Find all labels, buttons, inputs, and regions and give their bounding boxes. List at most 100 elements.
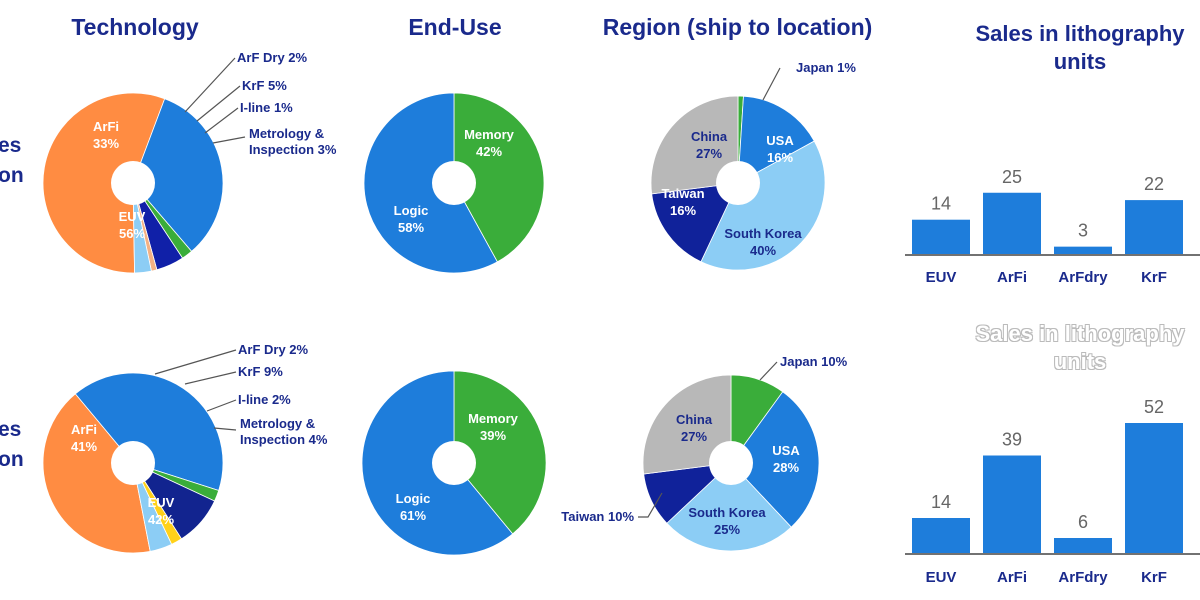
pct-euv: 42% bbox=[148, 512, 174, 527]
sales-title-top: Sales in lithography units bbox=[955, 20, 1200, 76]
pie-tech-top: EUV 56% ArFi 33% ArF Dry 2% KrF 5% I-line 1% Me… bbox=[42, 50, 337, 274]
value-arfdry: 6 bbox=[1078, 512, 1088, 532]
leader-japan bbox=[762, 67, 781, 101]
sales-title-top-line1: Sales in lithography bbox=[975, 21, 1185, 46]
tick-arfdry: ArFdry bbox=[1058, 569, 1108, 586]
tick-krf: KrF bbox=[1141, 569, 1167, 586]
pct-arfi: 41% bbox=[71, 439, 97, 454]
value-krf: 52 bbox=[1144, 397, 1164, 417]
slice-south-korea bbox=[666, 462, 792, 552]
callout-metrology: Metrology & Inspection 3% bbox=[249, 126, 337, 157]
label-euv: EUV bbox=[148, 495, 175, 510]
slice-memory bbox=[453, 92, 545, 263]
callout-i-line: I-line 2% bbox=[238, 392, 291, 407]
slice-south-korea bbox=[700, 140, 826, 271]
region-title: Region (ship to location) bbox=[602, 14, 873, 40]
tick-euv: EUV bbox=[926, 269, 957, 286]
slice-china bbox=[642, 374, 732, 475]
label-memory: Memory bbox=[464, 127, 515, 142]
pct-memory: 42% bbox=[476, 144, 502, 159]
pie-enduse-bottom: Memory 39% Logic 61% bbox=[361, 370, 547, 556]
callout-krf: KrF 9% bbox=[238, 364, 283, 379]
bar-krf bbox=[1125, 423, 1183, 553]
tick-arfi: ArFi bbox=[997, 269, 1027, 286]
sales-title-bottom-line1: Sales in lithography bbox=[975, 321, 1185, 346]
slice-usa bbox=[737, 95, 815, 184]
value-arfdry: 3 bbox=[1078, 221, 1088, 241]
donut-hole bbox=[709, 441, 753, 485]
pie-region-bottom: Japan 10% USA 28% South Korea 25% Taiwan 10% C… bbox=[561, 354, 848, 552]
sales-title-bottom: Sales in lithography units bbox=[955, 320, 1200, 376]
tick-arfdry: ArFdry bbox=[1058, 269, 1108, 286]
row-label-bottom-line2: on bbox=[0, 448, 24, 471]
bar-arfdry bbox=[1054, 246, 1112, 254]
callout-arf-dry: ArF Dry 2% bbox=[237, 50, 308, 65]
donut-hole bbox=[432, 161, 476, 205]
value-arfi: 39 bbox=[1002, 430, 1022, 450]
bar-arfi bbox=[983, 455, 1041, 553]
row-label-bottom-line1: es bbox=[0, 418, 22, 441]
pct-south-korea: 40% bbox=[750, 243, 776, 258]
callout-i-line: I-line 1% bbox=[240, 100, 293, 115]
callout-japan: Japan 10% bbox=[780, 354, 848, 369]
end-use-title: End-Use bbox=[408, 14, 502, 40]
pct-logic: 61% bbox=[400, 508, 426, 523]
value-krf: 22 bbox=[1144, 174, 1164, 194]
tick-euv: EUV bbox=[926, 569, 957, 586]
pct-china: 27% bbox=[696, 146, 722, 161]
callout-arf-dry: ArF Dry 2% bbox=[238, 342, 309, 357]
pct-usa: 28% bbox=[773, 460, 799, 475]
pct-euv: 56% bbox=[119, 226, 145, 241]
label-south-korea: South Korea bbox=[688, 505, 766, 520]
callout-japan: Japan 1% bbox=[796, 60, 856, 75]
label-taiwan: Taiwan bbox=[661, 186, 704, 201]
pct-memory: 39% bbox=[480, 428, 506, 443]
label-logic: Logic bbox=[396, 491, 431, 506]
pct-logic: 58% bbox=[398, 220, 424, 235]
technology-title: Technology bbox=[71, 14, 199, 40]
bar-arfi bbox=[983, 192, 1041, 254]
leader-krf bbox=[196, 85, 241, 122]
donut-hole bbox=[111, 161, 155, 205]
leader-japan bbox=[759, 361, 778, 381]
bar-euv bbox=[912, 518, 970, 553]
leader-arf-dry bbox=[184, 57, 236, 113]
label-usa: USA bbox=[772, 443, 800, 458]
tick-arfi: ArFi bbox=[997, 569, 1027, 586]
label-china: China bbox=[691, 129, 728, 144]
leader-taiwan bbox=[638, 492, 663, 518]
label-logic: Logic bbox=[394, 203, 429, 218]
slice-china bbox=[650, 95, 739, 195]
row-label-top: es on bbox=[0, 131, 38, 191]
slice-metrology bbox=[132, 182, 152, 274]
leader-metrology bbox=[213, 427, 237, 431]
pct-taiwan: 16% bbox=[670, 203, 696, 218]
slice-euv bbox=[42, 393, 151, 554]
sales-title-top-line2: units bbox=[1053, 49, 1107, 74]
label-south-korea: South Korea bbox=[724, 226, 802, 241]
value-arfi: 25 bbox=[1002, 167, 1022, 187]
tick-krf: KrF bbox=[1141, 269, 1167, 286]
donut-hole bbox=[432, 441, 476, 485]
pct-south-korea: 25% bbox=[714, 522, 740, 537]
donut-hole bbox=[111, 441, 155, 485]
callout-taiwan: Taiwan 10% bbox=[561, 509, 634, 524]
slice-memory bbox=[453, 370, 547, 535]
label-arfi: ArFi bbox=[93, 119, 119, 134]
callout-krf: KrF 5% bbox=[242, 78, 287, 93]
slice-logic bbox=[363, 92, 498, 274]
slice-euv bbox=[42, 92, 166, 274]
bar-arfdry bbox=[1054, 538, 1112, 553]
value-euv: 14 bbox=[931, 194, 951, 214]
leader-krf bbox=[184, 371, 237, 385]
leader-arf-dry bbox=[154, 349, 237, 375]
row-label-top-line2: on bbox=[0, 164, 24, 187]
donut-hole bbox=[716, 161, 760, 205]
pct-arfi: 33% bbox=[93, 136, 119, 151]
leader-metrology bbox=[212, 136, 246, 144]
slice-taiwan bbox=[651, 182, 739, 263]
label-usa: USA bbox=[766, 133, 794, 148]
pct-china: 27% bbox=[681, 429, 707, 444]
label-euv: EUV bbox=[119, 209, 146, 224]
